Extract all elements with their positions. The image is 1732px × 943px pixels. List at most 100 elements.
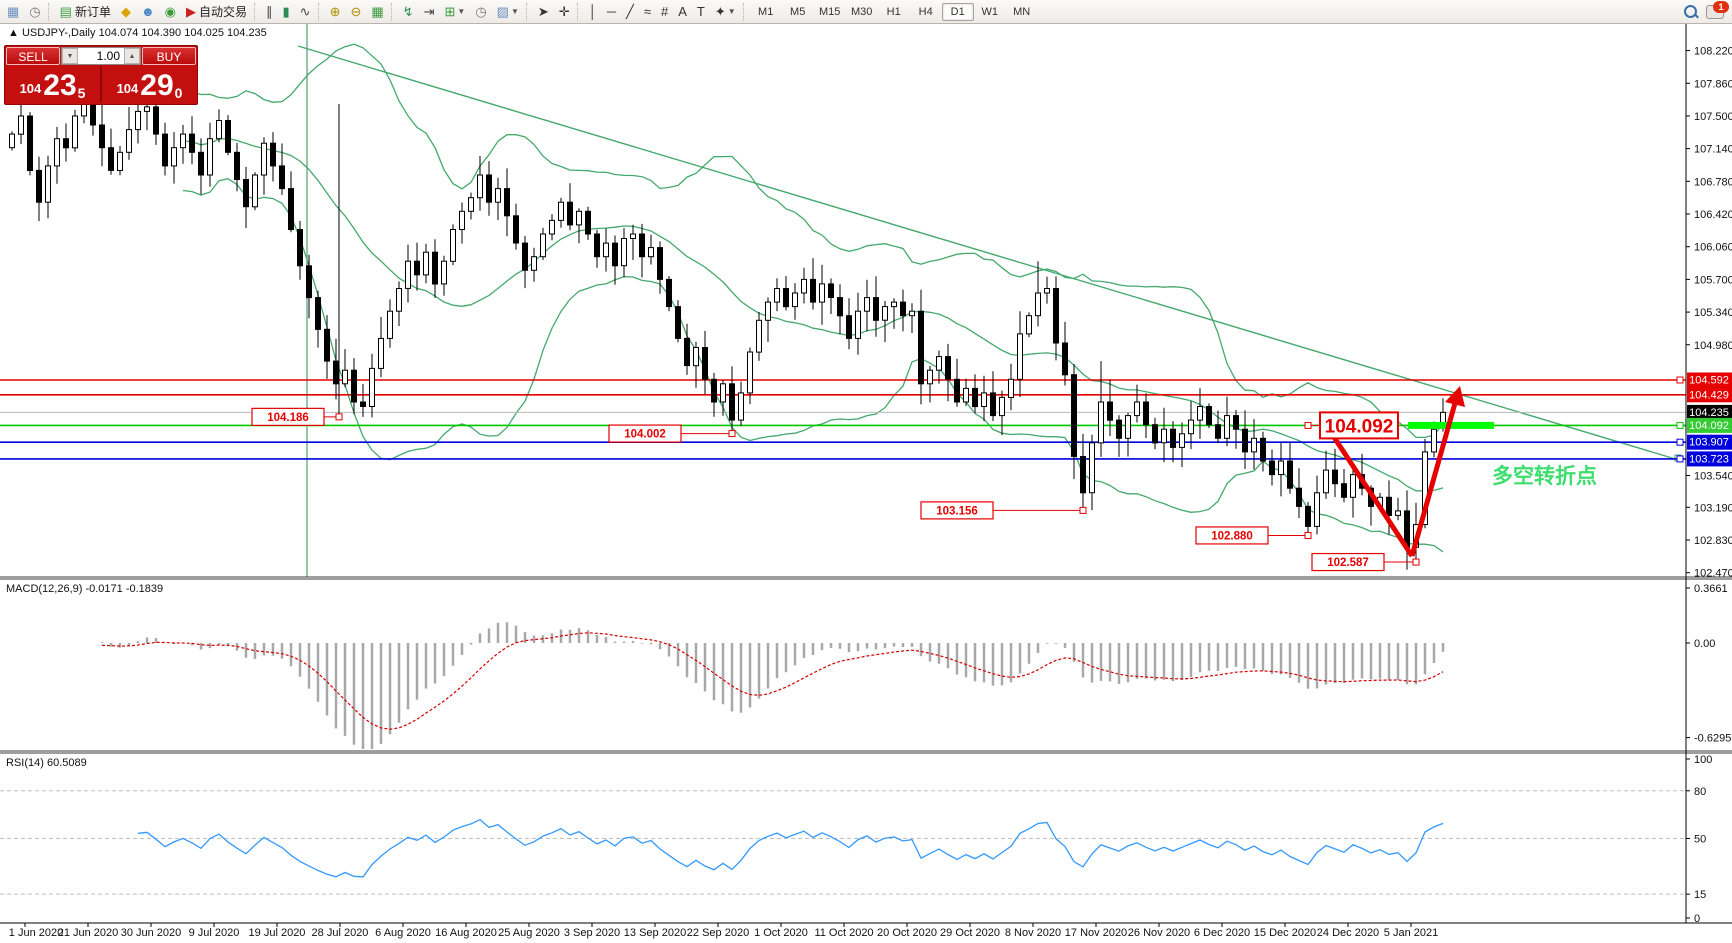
trendline-button[interactable]: ╱ <box>621 1 639 23</box>
price-callout-text: 103.156 <box>936 505 978 517</box>
text-button[interactable]: A <box>673 1 692 23</box>
autotrading-button[interactable]: ▶ 自动交易 <box>181 1 252 23</box>
pivot-green-line-handle[interactable] <box>1676 421 1684 429</box>
resistance-line-2-badge <box>1687 387 1732 403</box>
date-axis-label: 5 Jan 2021 <box>1384 927 1438 939</box>
candle-body <box>180 133 186 149</box>
cursor-button[interactable]: ➤ <box>533 1 554 23</box>
candle-body <box>1152 424 1158 444</box>
fibo-fan-icon: # <box>661 3 669 19</box>
horizontal-line-button[interactable]: ─ <box>602 1 621 23</box>
candle-body <box>549 219 555 235</box>
vertical-line-button[interactable]: │ <box>584 1 602 23</box>
red-up-arrow-line[interactable] <box>1409 395 1460 557</box>
strategy-tester-button[interactable]: ◷ <box>24 1 45 23</box>
timeframe-w1-button[interactable]: W1 <box>981 5 998 18</box>
webterminal-button[interactable]: ☻ <box>136 1 160 23</box>
sell-button[interactable]: SELL <box>6 47 60 65</box>
timeframe-d1-button[interactable]: D1 <box>941 2 974 21</box>
volume-increase-button[interactable]: ▲ <box>124 48 140 64</box>
price-callout-box[interactable] <box>608 424 682 443</box>
timeframe-h1-button[interactable]: H1 <box>886 5 901 18</box>
candle-body <box>603 242 609 258</box>
candle-body <box>1089 442 1095 494</box>
support-line-1-handle[interactable] <box>1676 438 1684 446</box>
red-down-arrow-line[interactable] <box>1325 426 1415 558</box>
zoom-out-button[interactable]: ⊖ <box>345 1 366 23</box>
auto-arrange-button[interactable]: ↯ <box>398 1 419 23</box>
price-axis-tick: 107.860 <box>1694 78 1732 90</box>
toolbar-group: ➤ ✛ <box>533 1 575 23</box>
chart-shift-button[interactable]: ⇥ <box>419 1 440 23</box>
date-axis-label: 20 Oct 2020 <box>877 927 937 939</box>
candle-body <box>54 138 60 167</box>
volume-stepper[interactable]: ▼ 1.00 ▲ <box>61 47 141 65</box>
candle-body <box>1206 406 1212 426</box>
search-icon[interactable] <box>1684 4 1699 19</box>
timeframe-m5-button[interactable]: M5 <box>790 5 806 18</box>
candle-body <box>1269 460 1275 476</box>
date-axis-label: 3 Sep 2020 <box>564 927 620 939</box>
timeframe-m30-button[interactable]: M30 <box>850 5 873 18</box>
date-axis-label: 19 Jul 2020 <box>249 927 306 939</box>
buy-button[interactable]: BUY <box>142 47 196 65</box>
timeframe-h4-button[interactable]: H4 <box>918 5 933 18</box>
candle-body <box>981 392 987 407</box>
arrows-button[interactable]: ✦ ▼ <box>710 1 741 23</box>
candle-body <box>1332 469 1338 485</box>
resistance-line-1-handle[interactable] <box>1676 376 1684 384</box>
volume-decrease-button[interactable]: ▼ <box>62 48 78 64</box>
candle-body <box>540 233 546 258</box>
chat-icon[interactable]: 1 <box>1706 0 1729 19</box>
add-indicator-button[interactable]: ⊞ ▼ <box>439 1 470 23</box>
candle-body <box>387 310 393 339</box>
bar-chart-button[interactable]: ∥ <box>261 1 278 23</box>
zoom-in-button[interactable]: ⊕ <box>325 1 346 23</box>
timeframe-m15-button[interactable]: M15 <box>818 5 841 18</box>
price-callout-box[interactable] <box>251 407 325 426</box>
candle-body <box>648 247 654 258</box>
candle-body <box>261 142 267 176</box>
crosshair-button[interactable]: ✛ <box>554 1 575 23</box>
resistance-line-2-badge-text: 104.429 <box>1689 389 1729 401</box>
candle-body <box>1188 419 1194 435</box>
charts-window-button[interactable]: ▦ <box>2 1 24 23</box>
volume-value[interactable]: 1.00 <box>96 49 120 63</box>
buy-price[interactable]: 104 29 0 <box>102 66 197 102</box>
support-line-2-handle[interactable] <box>1676 455 1684 463</box>
price-callout-box[interactable] <box>1311 552 1385 572</box>
fibonacci-button[interactable]: ≈ <box>639 1 656 23</box>
candle-body <box>1134 401 1140 417</box>
templates-button[interactable]: ▨ ▼ <box>492 1 524 23</box>
timeframe-m1-button[interactable]: M1 <box>758 5 774 18</box>
callout-anchor-square <box>1304 421 1312 429</box>
candlestick-chart-button[interactable]: ▮ <box>278 1 295 23</box>
candle-body <box>252 174 258 208</box>
date-axis-label: 1 Oct 2020 <box>754 927 808 939</box>
turning-point-annotation[interactable]: 多空转折点 <box>1492 464 1597 488</box>
signals-button[interactable]: ◉ <box>160 1 181 23</box>
descending-trendline[interactable] <box>297 45 1683 462</box>
candle-body <box>1080 456 1086 494</box>
fibo-fan-button[interactable]: # <box>656 1 673 23</box>
periods-button[interactable]: ◷ <box>470 1 491 23</box>
tile-windows-button[interactable]: ▦ <box>366 1 388 23</box>
price-callout-box[interactable] <box>1319 411 1399 440</box>
new-order-button[interactable]: ▤ 新订单 <box>55 1 116 23</box>
line-chart-button[interactable]: ∿ <box>295 1 316 23</box>
chevron-down-icon: ▼ <box>510 7 519 16</box>
price-callout-box[interactable] <box>1195 526 1269 545</box>
date-axis-label: 1 Jun 2020 <box>9 927 63 939</box>
toolbar-group: ↯ ⇥ ⊞ ▼ ◷ ▨ ▼ <box>398 1 524 23</box>
text-label-button[interactable]: T <box>692 1 710 23</box>
deposit-button[interactable]: ◆ <box>116 1 136 23</box>
candle-body <box>1035 292 1041 317</box>
timeframe-mn-button[interactable]: MN <box>1013 5 1031 18</box>
price-callout-box[interactable] <box>920 501 994 520</box>
candle-body <box>36 169 42 203</box>
webterminal-icon: ☻ <box>140 3 155 19</box>
candle-body <box>909 310 915 317</box>
sell-price[interactable]: 104 23 5 <box>5 66 102 102</box>
autotrading-label: 自动交易 <box>198 5 247 19</box>
